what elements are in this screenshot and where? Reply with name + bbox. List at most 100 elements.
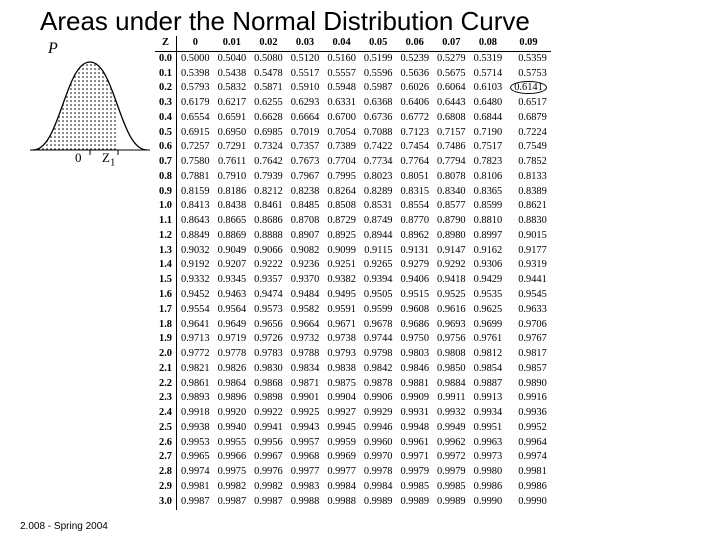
cell: 0.8315 <box>396 185 433 200</box>
cell: 0.6406 <box>396 96 433 111</box>
cell: 0.9878 <box>360 377 397 392</box>
cell: 0.7764 <box>396 155 433 170</box>
cell: 0.9265 <box>360 258 397 273</box>
cell: 0.7910 <box>214 170 251 185</box>
cell: 0.9988 <box>287 495 324 510</box>
cell: 0.9960 <box>360 436 397 451</box>
table-row: 2.60.99530.99550.99560.99570.99590.99600… <box>155 436 551 451</box>
cell: 0.8665 <box>214 214 251 229</box>
cell: 0.9793 <box>323 347 360 362</box>
cell: 0.9463 <box>214 288 251 303</box>
cell: 0.5793 <box>177 81 214 96</box>
cell: 0.9964 <box>506 436 551 451</box>
cell: 0.9951 <box>470 421 507 436</box>
cell: 0.9901 <box>287 391 324 406</box>
cell: 0.7734 <box>360 155 397 170</box>
row-header: 2.5 <box>155 421 177 436</box>
cell: 0.9429 <box>470 273 507 288</box>
cell: 0.5279 <box>433 51 470 66</box>
cell: 0.9981 <box>506 465 551 480</box>
cell: 0.9982 <box>214 480 251 495</box>
cell: 0.9861 <box>177 377 214 392</box>
cell: 0.9115 <box>360 244 397 259</box>
cell: 0.8264 <box>323 185 360 200</box>
table-row: 1.40.91920.92070.92220.92360.92510.92650… <box>155 258 551 273</box>
cell: 0.9099 <box>323 244 360 259</box>
cell: 0.9988 <box>323 495 360 510</box>
cell: 0.9345 <box>214 273 251 288</box>
cell: 0.9971 <box>396 450 433 465</box>
cell: 0.8810 <box>470 214 507 229</box>
cell: 0.9909 <box>396 391 433 406</box>
cell: 0.9875 <box>323 377 360 392</box>
cell: 0.6985 <box>250 126 287 141</box>
row-header: 0.8 <box>155 170 177 185</box>
col-header: 0.02 <box>250 36 287 51</box>
cell: 0.6950 <box>214 126 251 141</box>
col-header: 0.01 <box>214 36 251 51</box>
cell: 0.7939 <box>250 170 287 185</box>
cell: 0.9975 <box>214 465 251 480</box>
cell: 0.5517 <box>287 67 324 82</box>
cell: 0.6700 <box>323 111 360 126</box>
table-row: 0.40.65540.65910.66280.66640.67000.67360… <box>155 111 551 126</box>
cell: 0.9649 <box>214 318 251 333</box>
cell: 0.9147 <box>433 244 470 259</box>
cell: 0.7257 <box>177 140 214 155</box>
cell: 0.9032 <box>177 244 214 259</box>
row-header: 0.6 <box>155 140 177 155</box>
table-row: 2.00.97720.97780.97830.97880.97930.97980… <box>155 347 551 362</box>
table-row: 2.30.98930.98960.98980.99010.99040.99060… <box>155 391 551 406</box>
table-row: 2.90.99810.99820.99820.99830.99840.99840… <box>155 480 551 495</box>
z-table: Z00.010.020.030.040.050.060.070.080.09 0… <box>155 36 551 510</box>
cell: 0.8106 <box>470 170 507 185</box>
cell: 0.8531 <box>360 199 397 214</box>
cell: 0.9671 <box>323 318 360 333</box>
cell: 0.5239 <box>396 51 433 66</box>
cell: 0.6331 <box>323 96 360 111</box>
table-row: 1.20.88490.88690.88880.89070.89250.89440… <box>155 229 551 244</box>
cell: 0.9918 <box>177 406 214 421</box>
cell: 0.8389 <box>506 185 551 200</box>
cell: 0.7422 <box>360 140 397 155</box>
cell: 0.5199 <box>360 51 397 66</box>
cell: 0.9319 <box>506 258 551 273</box>
cell: 0.9838 <box>323 362 360 377</box>
cell: 0.9545 <box>506 288 551 303</box>
cell: 0.9922 <box>250 406 287 421</box>
row-header: 1.6 <box>155 288 177 303</box>
cell: 0.7291 <box>214 140 251 155</box>
cell: 0.9474 <box>250 288 287 303</box>
cell: 0.9452 <box>177 288 214 303</box>
cell: 0.9932 <box>433 406 470 421</box>
cell: 0.8790 <box>433 214 470 229</box>
table-row: 2.70.99650.99660.99670.99680.99690.99700… <box>155 450 551 465</box>
row-header: 0.3 <box>155 96 177 111</box>
cell: 0.9678 <box>360 318 397 333</box>
cell: 0.6443 <box>433 96 470 111</box>
row-header: 2.0 <box>155 347 177 362</box>
col-header: 0.04 <box>323 36 360 51</box>
cell: 0.9985 <box>396 480 433 495</box>
table-row: 1.50.93320.93450.93570.93700.93820.93940… <box>155 273 551 288</box>
cell: 0.9664 <box>287 318 324 333</box>
cell: 0.8159 <box>177 185 214 200</box>
cell: 0.5910 <box>287 81 324 96</box>
cell: 0.9990 <box>506 495 551 510</box>
cell: 0.8365 <box>470 185 507 200</box>
cell: 0.7580 <box>177 155 214 170</box>
cell: 0.9904 <box>323 391 360 406</box>
cell: 0.9925 <box>287 406 324 421</box>
col-header: 0 <box>177 36 214 51</box>
cell: 0.8413 <box>177 199 214 214</box>
cell: 0.9989 <box>396 495 433 510</box>
cell: 0.8830 <box>506 214 551 229</box>
row-header: 0.1 <box>155 67 177 82</box>
cell: 0.5714 <box>470 67 507 82</box>
row-header: 0.0 <box>155 51 177 66</box>
cell: 0.9952 <box>506 421 551 436</box>
cell: 0.5675 <box>433 67 470 82</box>
cell: 0.9850 <box>433 362 470 377</box>
cell: 0.6591 <box>214 111 251 126</box>
cell: 0.7549 <box>506 140 551 155</box>
